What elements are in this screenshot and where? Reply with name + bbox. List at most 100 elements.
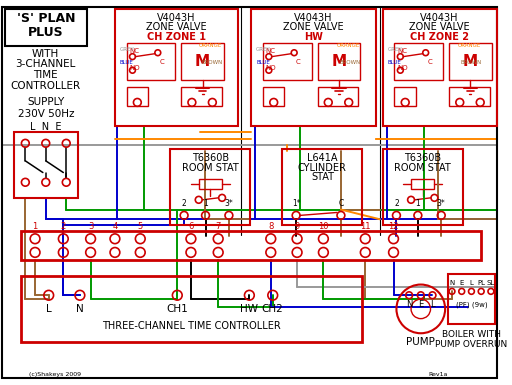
Text: NC: NC — [397, 48, 407, 54]
Bar — [115, 9, 238, 126]
Bar — [126, 87, 148, 106]
Text: L641A: L641A — [307, 153, 337, 163]
Text: NO: NO — [129, 65, 140, 71]
Text: 7: 7 — [216, 222, 221, 231]
Bar — [181, 87, 222, 106]
Text: ROOM STAT: ROOM STAT — [182, 162, 239, 172]
Text: E: E — [418, 300, 423, 308]
Text: L: L — [470, 280, 474, 286]
Bar — [448, 274, 495, 325]
Text: 2: 2 — [182, 199, 186, 208]
Text: CH1: CH1 — [166, 304, 188, 314]
Bar — [383, 9, 497, 126]
Text: CH ZONE 2: CH ZONE 2 — [410, 32, 469, 42]
Text: N: N — [76, 304, 84, 314]
Text: BLUE: BLUE — [256, 60, 270, 65]
Text: M: M — [331, 54, 347, 69]
Text: CONTROLLER: CONTROLLER — [11, 81, 81, 91]
Text: 1: 1 — [32, 222, 38, 231]
Bar — [22, 231, 481, 260]
Bar — [394, 87, 416, 106]
Text: GREY: GREY — [120, 47, 135, 52]
Text: V4043H: V4043H — [157, 13, 196, 23]
Text: T6360B: T6360B — [192, 153, 229, 163]
Bar — [170, 149, 250, 225]
Text: 6: 6 — [188, 222, 194, 231]
Bar — [251, 9, 376, 126]
Text: ORANGE: ORANGE — [199, 44, 222, 49]
Bar — [14, 132, 78, 198]
Bar — [411, 179, 434, 189]
Text: PUMP: PUMP — [407, 337, 435, 347]
Text: HW: HW — [240, 304, 259, 314]
Text: PLUS: PLUS — [28, 26, 63, 39]
Text: V4043H: V4043H — [420, 13, 459, 23]
Text: BROWN: BROWN — [202, 60, 223, 65]
Text: 2: 2 — [394, 199, 399, 208]
Text: E: E — [459, 280, 464, 286]
Text: NO: NO — [266, 65, 276, 71]
Text: 4: 4 — [112, 222, 118, 231]
Text: 12: 12 — [388, 222, 399, 231]
Text: SL: SL — [487, 280, 495, 286]
Bar — [394, 43, 443, 80]
Text: BROWN: BROWN — [340, 60, 361, 65]
Bar — [199, 179, 222, 189]
Text: 3*: 3* — [437, 199, 445, 208]
Bar — [263, 43, 312, 80]
Text: CH ZONE 1: CH ZONE 1 — [147, 32, 206, 42]
Bar — [126, 43, 175, 80]
Text: L: L — [430, 300, 435, 308]
Text: L  N  E: L N E — [30, 122, 61, 132]
Text: 3-CHANNEL: 3-CHANNEL — [15, 59, 76, 69]
Text: NC: NC — [266, 48, 276, 54]
Text: C: C — [338, 199, 344, 208]
Text: THREE-CHANNEL TIME CONTROLLER: THREE-CHANNEL TIME CONTROLLER — [102, 321, 281, 331]
Text: C: C — [159, 59, 164, 65]
Text: PL: PL — [477, 280, 485, 286]
Text: 1: 1 — [203, 199, 208, 208]
Text: 8: 8 — [268, 222, 273, 231]
Text: 3*: 3* — [225, 199, 233, 208]
Bar — [449, 87, 490, 106]
Bar — [181, 43, 224, 80]
Text: N: N — [406, 300, 412, 308]
Text: 9: 9 — [294, 222, 300, 231]
Text: STAT: STAT — [311, 172, 334, 182]
Text: GREY: GREY — [388, 47, 402, 52]
Text: PUMP OVERRUN: PUMP OVERRUN — [435, 340, 507, 350]
Text: 5: 5 — [138, 222, 143, 231]
Bar — [22, 276, 362, 342]
Text: WITH: WITH — [32, 49, 59, 59]
Bar — [317, 87, 358, 106]
Text: 10: 10 — [318, 222, 329, 231]
Text: M: M — [463, 54, 478, 69]
Text: M: M — [195, 54, 210, 69]
Text: L: L — [46, 304, 52, 314]
Text: BOILER WITH: BOILER WITH — [442, 330, 501, 339]
Text: (c)Shakeys 2009: (c)Shakeys 2009 — [29, 372, 81, 377]
Text: NC: NC — [130, 48, 139, 54]
Text: 1: 1 — [416, 199, 420, 208]
Text: V4043H: V4043H — [294, 13, 333, 23]
Text: 1*: 1* — [292, 199, 301, 208]
Text: ZONE VALVE: ZONE VALVE — [283, 22, 344, 32]
Text: CYLINDER: CYLINDER — [298, 162, 347, 172]
Text: CH2: CH2 — [262, 304, 284, 314]
Bar — [5, 9, 87, 46]
Bar — [283, 149, 362, 225]
Text: NO: NO — [397, 65, 408, 71]
Text: ZONE VALVE: ZONE VALVE — [409, 22, 470, 32]
Text: TIME: TIME — [33, 70, 58, 80]
Text: N: N — [450, 280, 455, 286]
Text: SUPPLY: SUPPLY — [27, 97, 65, 107]
Text: Rev1a: Rev1a — [429, 372, 448, 377]
Text: BROWN: BROWN — [461, 60, 482, 65]
Text: ROOM STAT: ROOM STAT — [394, 162, 451, 172]
Text: (PF) (9w): (PF) (9w) — [456, 302, 487, 308]
Text: BLUE: BLUE — [388, 60, 401, 65]
Text: 3: 3 — [88, 222, 93, 231]
Text: C: C — [296, 59, 301, 65]
Text: C: C — [427, 59, 432, 65]
Text: ZONE VALVE: ZONE VALVE — [146, 22, 207, 32]
